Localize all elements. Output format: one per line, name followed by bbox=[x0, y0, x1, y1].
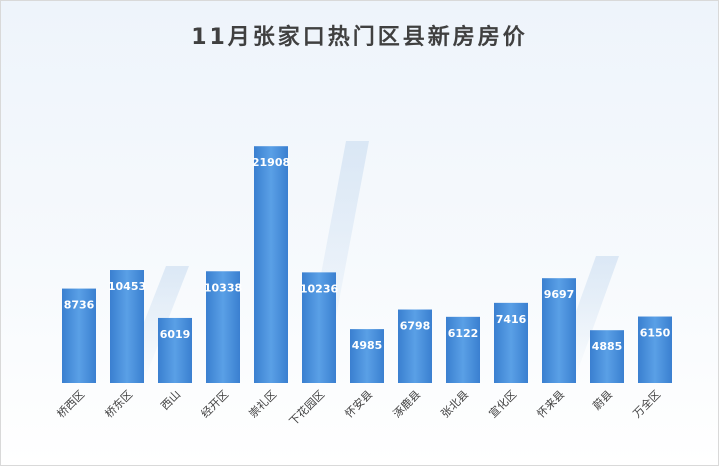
x-tick-label-13: 万全区 bbox=[630, 387, 663, 420]
bar-7 bbox=[350, 329, 384, 383]
bar-5 bbox=[254, 146, 288, 383]
x-tick-label-1: 桥西区 bbox=[55, 388, 88, 421]
bar-11 bbox=[542, 278, 576, 383]
data-label-10: 7416 bbox=[496, 313, 527, 326]
bar-9 bbox=[446, 316, 480, 383]
bar-1 bbox=[62, 288, 96, 383]
data-label-7: 4985 bbox=[352, 339, 383, 352]
data-label-11: 9697 bbox=[544, 288, 575, 301]
data-label-8: 6798 bbox=[400, 320, 431, 333]
data-label-4: 10338 bbox=[204, 281, 242, 294]
bar-2 bbox=[110, 270, 144, 383]
x-tick-label-3: 西山 bbox=[158, 388, 183, 413]
data-label-12: 4885 bbox=[592, 340, 623, 353]
x-tick-label-12: 蔚县 bbox=[590, 388, 615, 413]
x-tick-label-5: 崇礼区 bbox=[246, 387, 279, 420]
bar-12 bbox=[590, 330, 624, 383]
data-label-13: 6150 bbox=[640, 327, 671, 340]
data-label-5: 21908 bbox=[252, 156, 290, 169]
x-tick-label-11: 怀来县 bbox=[535, 388, 568, 421]
data-label-6: 10236 bbox=[300, 282, 339, 295]
x-tick-label-2: 桥东区 bbox=[103, 388, 136, 421]
x-tick-label-7: 怀安县 bbox=[342, 387, 375, 420]
data-label-1: 8736 bbox=[64, 299, 95, 312]
x-tick-label-4: 经开区 bbox=[199, 388, 232, 421]
chart-title: 11月张家口热门区县新房房价 bbox=[191, 25, 528, 50]
data-label-9: 6122 bbox=[448, 327, 479, 340]
x-tick-label-9: 张北县 bbox=[439, 388, 472, 421]
bar-3 bbox=[158, 317, 192, 383]
bar-10 bbox=[494, 302, 528, 383]
bar-13 bbox=[638, 316, 672, 383]
data-label-2: 10453 bbox=[108, 280, 146, 293]
bar-8 bbox=[398, 309, 432, 383]
x-tick-label-10: 宣化区 bbox=[486, 387, 519, 420]
bar-6 bbox=[302, 272, 336, 383]
bar-4 bbox=[206, 271, 240, 383]
x-tick-label-8: 涿鹿县 bbox=[390, 387, 423, 420]
x-tick-label-6: 下花园区 bbox=[287, 388, 327, 428]
data-label-3: 6019 bbox=[160, 328, 191, 341]
